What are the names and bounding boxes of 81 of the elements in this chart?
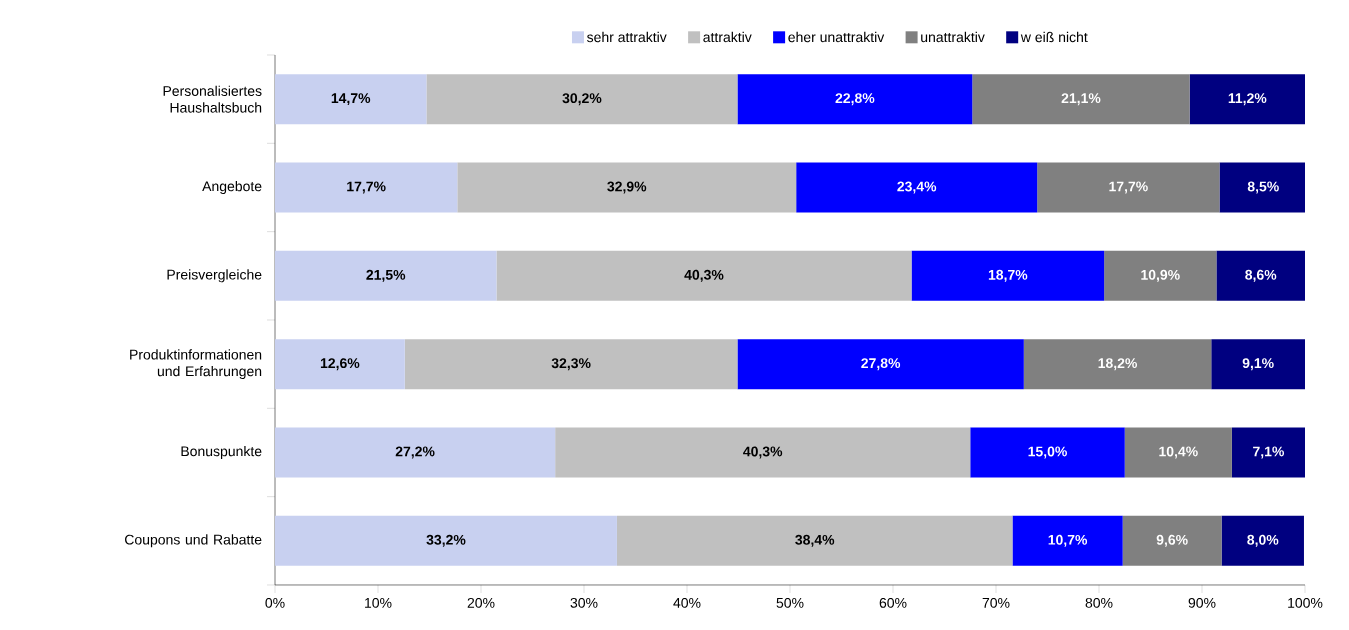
bar <box>737 74 973 125</box>
data-label: 10,7% <box>1048 534 1088 547</box>
bar <box>1023 339 1212 390</box>
x-tick-label: 20% <box>467 597 495 608</box>
bar <box>496 250 912 301</box>
legend-label: sehr attraktiv <box>587 31 667 43</box>
bar <box>275 427 556 478</box>
data-label: 12,6% <box>320 358 360 371</box>
data-label: 18,2% <box>1098 358 1138 371</box>
y-tick-label: Angebote <box>202 180 262 195</box>
legend-label: eher unattraktiv <box>788 31 885 43</box>
data-label: 15,0% <box>1028 446 1067 459</box>
y-tick-label: Coupons und Rabatte <box>125 534 262 548</box>
data-label: 21,5% <box>366 269 406 282</box>
bar <box>555 427 971 478</box>
bar <box>1231 427 1305 478</box>
bar <box>275 515 617 566</box>
bar <box>1012 515 1123 566</box>
data-label: 40,3% <box>743 446 783 459</box>
data-label: 30,2% <box>562 93 602 106</box>
data-label: 17,7% <box>347 181 386 194</box>
bar <box>275 162 458 213</box>
y-tick-label: Produktinformationen und Erfahrungen <box>130 349 262 380</box>
bar <box>911 250 1105 301</box>
bar <box>1211 339 1305 390</box>
x-tick-label: 40% <box>673 597 701 608</box>
x-tick-label: 100% <box>1288 597 1323 608</box>
data-label: 27,2% <box>395 446 435 459</box>
data-label: 10,9% <box>1141 269 1180 282</box>
data-label: 8,5% <box>1247 181 1279 194</box>
data-label: 8,6% <box>1245 269 1277 282</box>
bar <box>796 162 1038 213</box>
data-label: 27,8% <box>861 358 901 371</box>
bar <box>457 162 797 213</box>
data-label: 7,1% <box>1253 446 1285 459</box>
legend-label: attraktiv <box>703 31 752 43</box>
data-label: 18,7% <box>988 269 1028 282</box>
x-tick-label: 50% <box>776 597 804 608</box>
data-label: 14,7% <box>331 93 371 106</box>
bar <box>972 74 1190 125</box>
data-label: 23,4% <box>897 181 937 194</box>
data-label: 32,3% <box>551 358 591 371</box>
data-label: 9,1% <box>1242 358 1274 371</box>
bar <box>970 427 1125 478</box>
x-tick-label: 80% <box>1085 597 1113 608</box>
data-label: 38,4% <box>795 534 835 547</box>
bar <box>1122 515 1222 566</box>
bar <box>275 74 427 125</box>
data-label: 22,8% <box>835 93 875 106</box>
bar <box>1104 250 1217 301</box>
data-label: 32,9% <box>607 181 647 194</box>
bar <box>616 515 1013 566</box>
bar <box>1124 427 1232 478</box>
x-tick-label: 0% <box>265 597 285 608</box>
data-label: 21,1% <box>1061 93 1101 106</box>
data-label: 17,7% <box>1109 181 1148 194</box>
data-label: 10,4% <box>1159 446 1198 459</box>
data-label: 11,2% <box>1228 93 1267 106</box>
bar <box>275 250 497 301</box>
x-tick-label: 30% <box>570 597 598 608</box>
bar <box>404 339 738 390</box>
x-tick-label: 10% <box>365 597 392 608</box>
y-tick-label: Bonuspunkte <box>181 445 262 460</box>
legend-label: w eiß nicht <box>1020 31 1088 43</box>
y-tick-label: Preisvergleiche <box>167 269 262 283</box>
bar <box>737 339 1024 390</box>
x-tick-label: 60% <box>879 597 907 608</box>
x-tick-label: 90% <box>1188 597 1216 608</box>
data-label: 9,6% <box>1156 534 1188 547</box>
y-tick-label: Personalisiertes Haushaltsbuch <box>163 85 262 113</box>
legend-label: unattraktiv <box>921 31 985 43</box>
data-label: 8,0% <box>1247 534 1279 547</box>
bar <box>1037 162 1220 213</box>
x-tick-label: 70% <box>982 597 1010 608</box>
bar <box>426 74 738 125</box>
data-label: 33,2% <box>426 534 466 547</box>
data-label: 40,3% <box>684 269 724 282</box>
bar <box>275 339 405 390</box>
bar <box>1216 250 1305 301</box>
bar <box>1189 74 1305 125</box>
bar <box>1221 515 1304 566</box>
